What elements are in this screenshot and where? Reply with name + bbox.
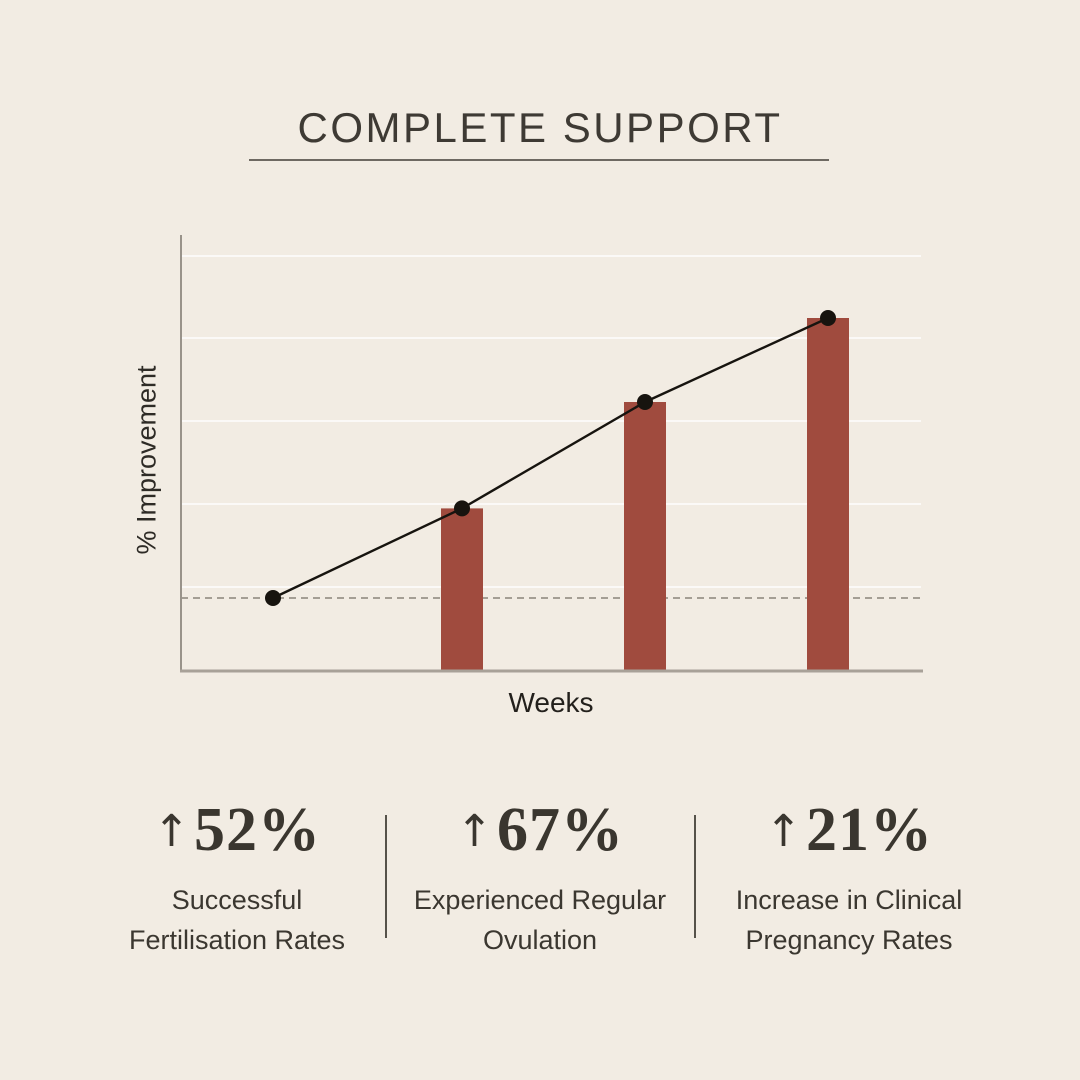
stat-headline: ↑67% bbox=[385, 795, 695, 866]
page-title: COMPLETE SUPPORT bbox=[297, 104, 783, 151]
improvement-bar bbox=[807, 318, 849, 671]
stat-label: Experienced Regular Ovulation bbox=[385, 880, 695, 960]
up-arrow-icon: ↑ bbox=[153, 806, 190, 857]
improvement-bar bbox=[624, 402, 666, 671]
stat-value: 52% bbox=[193, 796, 321, 864]
improvement-bar bbox=[441, 508, 483, 671]
up-arrow-icon: ↑ bbox=[456, 806, 493, 857]
stat-label-line2: Fertilisation Rates bbox=[128, 925, 346, 955]
stat-label-line1: Increase in Clinical bbox=[735, 885, 963, 915]
title-underline bbox=[249, 159, 829, 161]
up-arrow-icon: ↑ bbox=[765, 806, 802, 857]
stat-divider bbox=[385, 815, 387, 938]
stat-value: 21% bbox=[805, 796, 933, 864]
data-point-dot bbox=[454, 500, 470, 517]
stat-pregnancy: ↑21% Increase in Clinical Pregnancy Rate… bbox=[694, 795, 1004, 960]
data-point-dot bbox=[637, 394, 653, 410]
stat-value: 67% bbox=[496, 796, 624, 864]
stat-headline: ↑21% bbox=[694, 795, 1004, 866]
y-axis-label: % Improvement bbox=[131, 365, 162, 555]
stat-ovulation: ↑67% Experienced Regular Ovulation bbox=[385, 795, 695, 960]
stat-label-line2: Pregnancy Rates bbox=[745, 925, 953, 955]
data-point-dot bbox=[820, 310, 836, 326]
stat-label-line1: Successful bbox=[171, 885, 303, 915]
x-axis-label: Weeks bbox=[508, 687, 594, 718]
stat-label-line2: Ovulation bbox=[482, 925, 598, 955]
stat-label: Increase in Clinical Pregnancy Rates bbox=[694, 880, 1004, 960]
stat-label: Successful Fertilisation Rates bbox=[82, 880, 392, 960]
stat-fertilisation: ↑52% Successful Fertilisation Rates bbox=[82, 795, 392, 960]
stat-label-line1: Experienced Regular bbox=[413, 885, 667, 915]
stat-headline: ↑52% bbox=[82, 795, 392, 866]
data-point-dot bbox=[265, 590, 281, 606]
trend-line bbox=[272, 316, 829, 600]
stat-divider bbox=[694, 815, 696, 938]
